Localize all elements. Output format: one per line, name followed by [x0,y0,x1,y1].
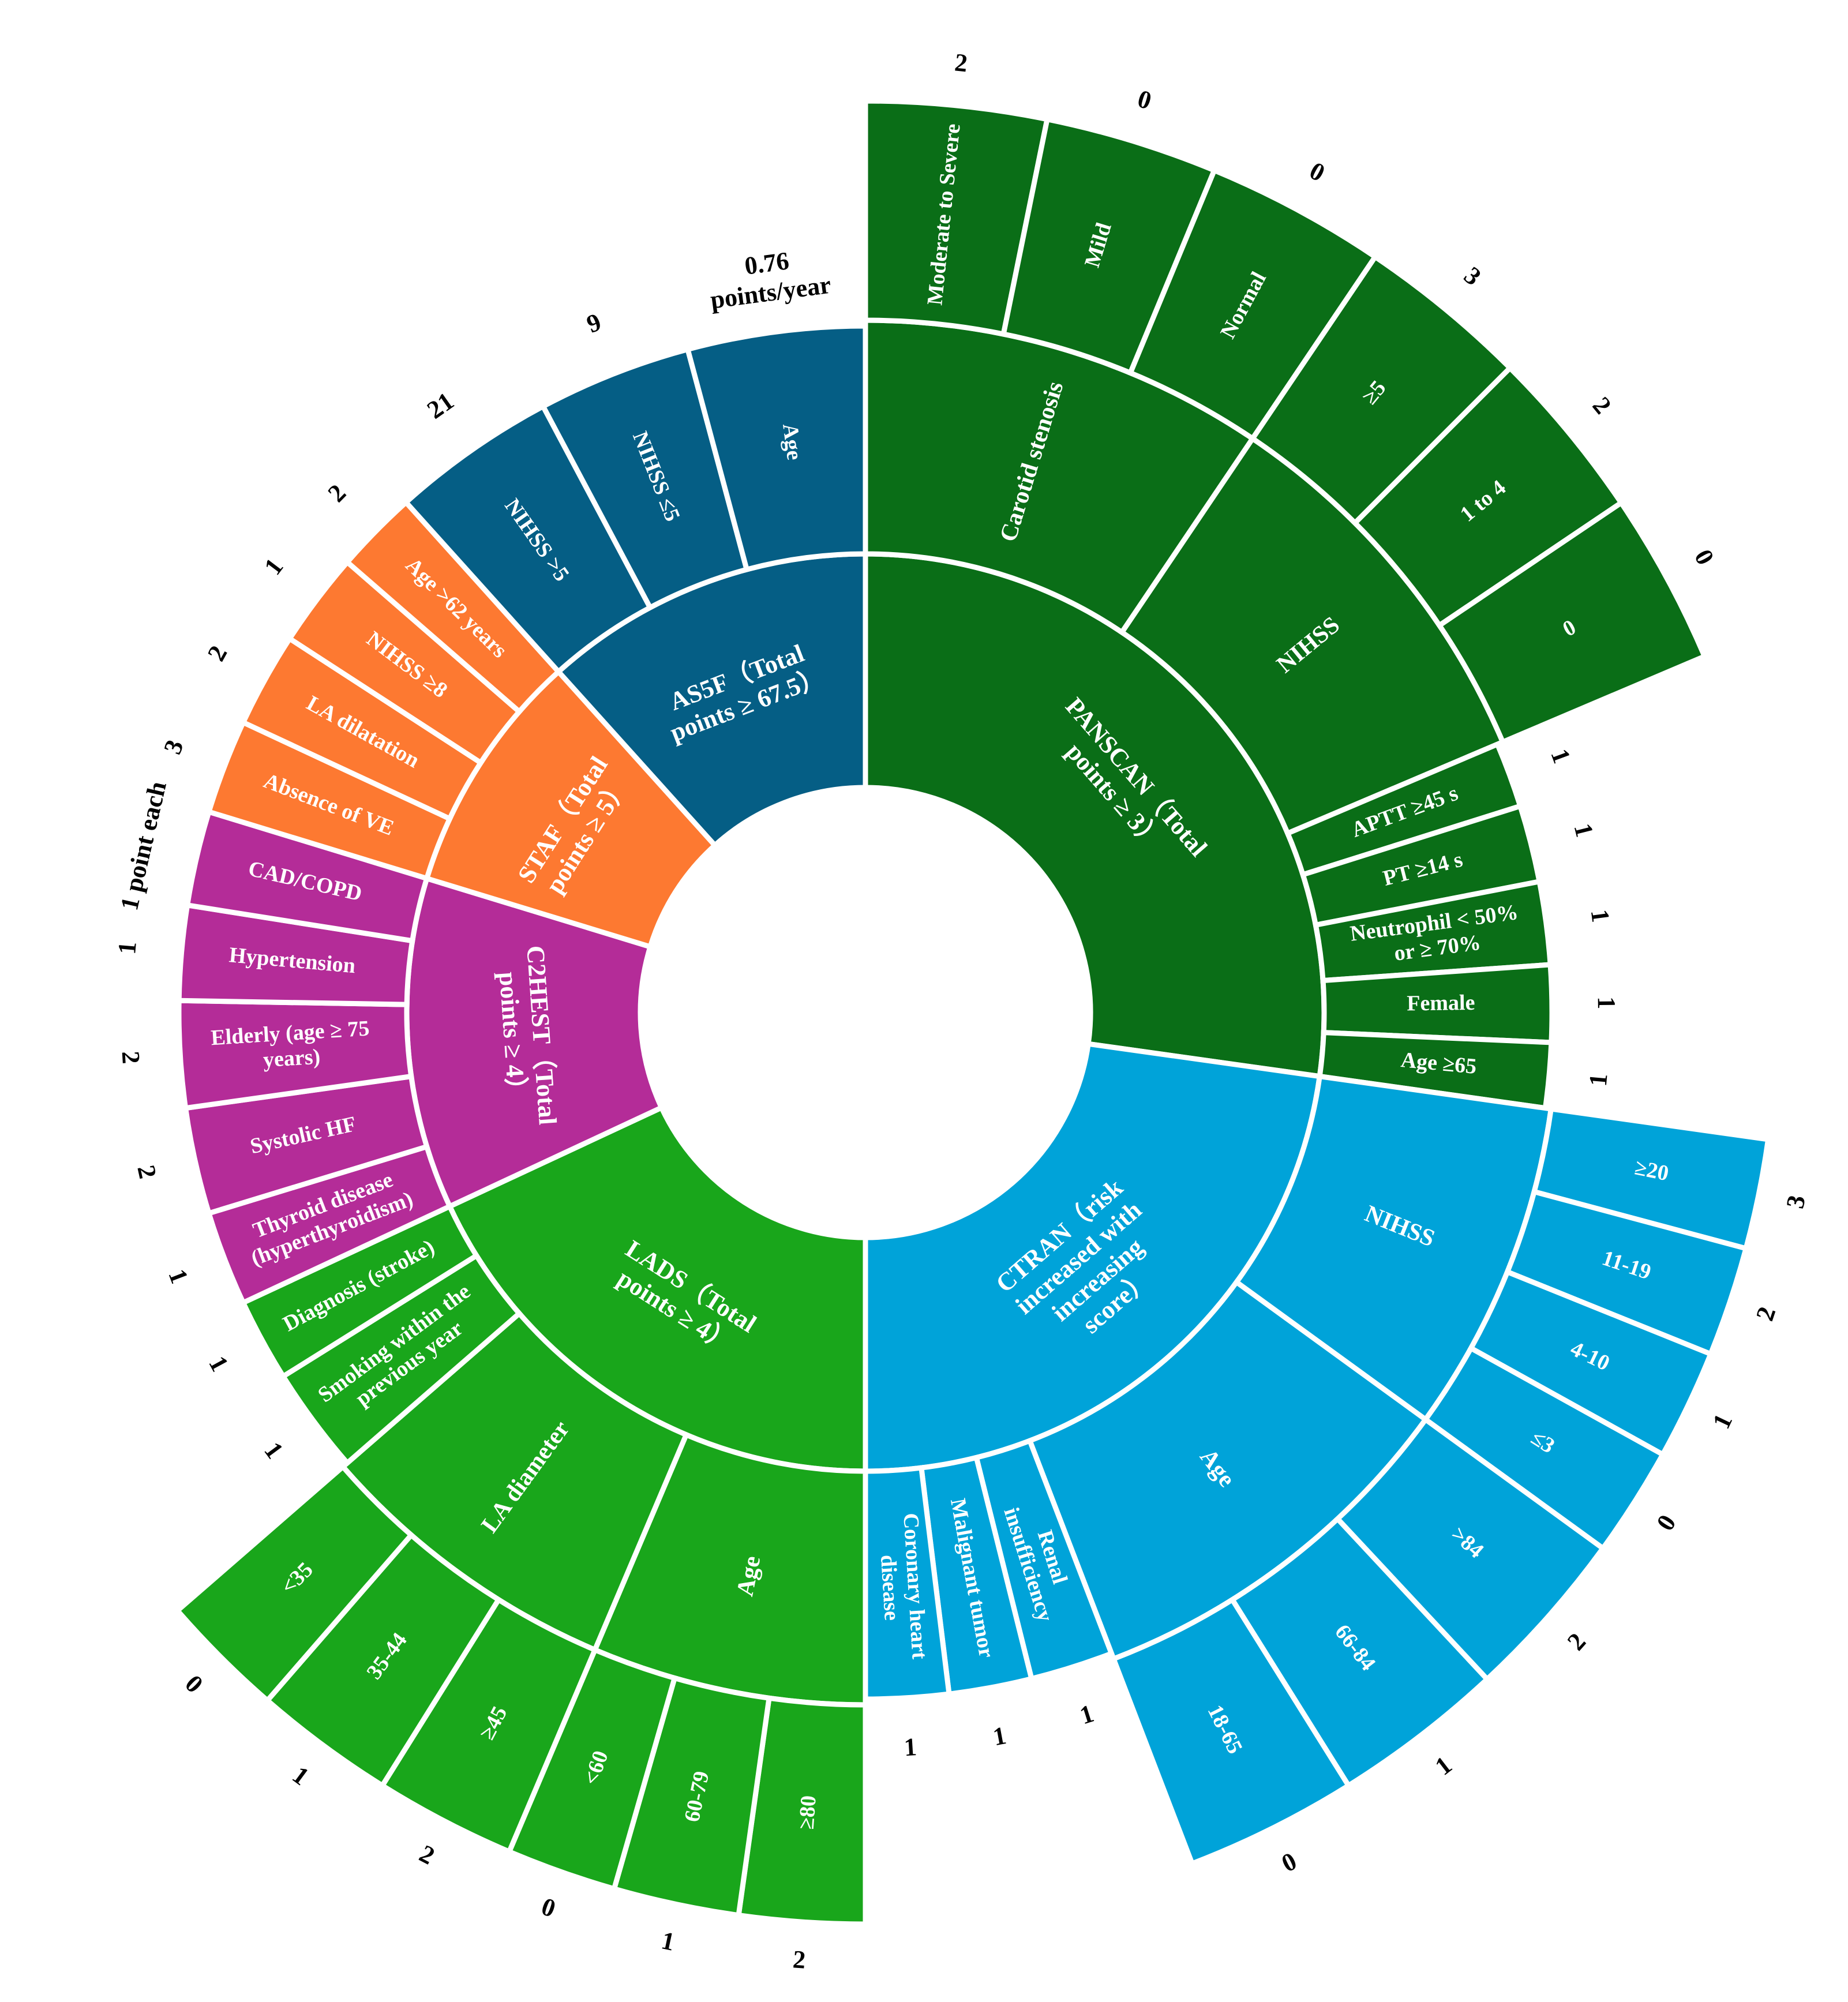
points-label: 21 [422,387,459,424]
points-label: 1 [258,1437,288,1464]
item-label: disease [876,1554,904,1621]
points-label: 2 [1562,1628,1591,1656]
points-label: 2 [202,641,233,666]
points-label: 1 [287,1761,314,1791]
points-label: 1 [659,1926,677,1956]
points-label: 3 [158,736,189,758]
points-label: 1 [1584,1073,1613,1088]
points-label: 1 [991,1721,1009,1751]
points-label: 0 [1305,156,1330,188]
points-label: 2 [953,48,969,77]
points-label: 3 [1459,261,1486,291]
points-label: 2 [415,1839,439,1870]
item-label: Age [778,422,807,461]
points-label: 2 [323,479,351,508]
points-label: 1 [1707,1409,1738,1433]
points-label: 1 [163,1265,194,1287]
points-label: 0 [538,1892,559,1923]
points-label: 1 [113,940,142,955]
points-label: 2 [117,1050,145,1064]
item-label: years) [263,1044,321,1072]
points-label: 1 [1585,908,1615,924]
points-label: 1 [1077,1699,1097,1730]
points-label: 1 [1430,1750,1457,1780]
subitem-label: ≥80 [794,1795,821,1831]
subitem-35 [174,1463,415,1704]
points-label: 1 [1545,745,1576,767]
points-label: 0 [1651,1510,1681,1536]
points-label: 0 [1689,545,1720,569]
points-label: 2 [1750,1303,1781,1324]
points-label: 1 point each [115,779,172,913]
points-label: 2 [1587,392,1617,419]
item-as5f-age [684,323,868,573]
points-label: 2 [132,1163,162,1181]
points-label: 0 [1277,1847,1301,1878]
points-label: 1 [203,1351,234,1376]
points-label: 1 [1592,996,1621,1010]
item-label: Female [1407,991,1475,1016]
points-label: 0 [1134,84,1154,115]
points-label: 0.76 [743,246,791,280]
points-label: 2 [792,1945,807,1974]
points-label: 0 [179,1670,208,1699]
points-label: 3 [1780,1193,1810,1210]
points-label: 9 [583,308,605,339]
subitem-18-65 [1110,1596,1352,1867]
points-label: 1 [1568,820,1599,839]
subitem-0 [1435,499,1708,746]
points-label: 1 [903,1733,917,1761]
points-label: 1 [258,553,288,580]
